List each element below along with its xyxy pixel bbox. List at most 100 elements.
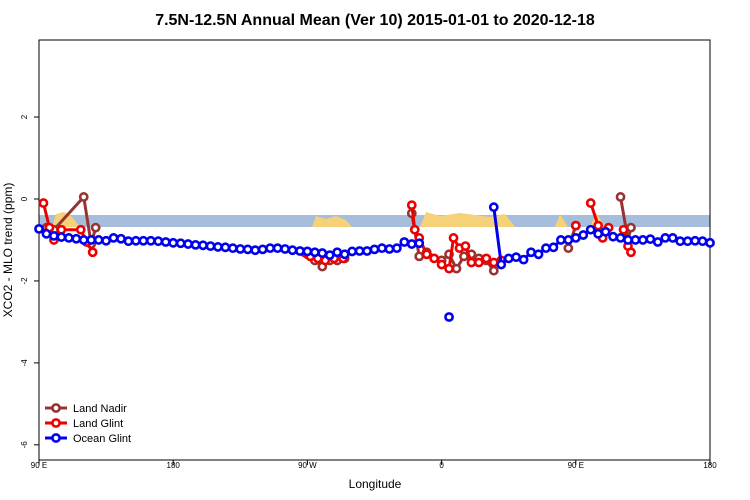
point [406, 239, 417, 249]
point [220, 242, 231, 253]
point [56, 232, 67, 242]
point [168, 237, 179, 248]
point [78, 235, 89, 245]
legend-label: Land Glint [73, 418, 123, 430]
point [49, 230, 59, 241]
point [585, 198, 596, 208]
point [406, 200, 417, 211]
point [71, 233, 82, 244]
point [626, 222, 636, 233]
point [533, 249, 544, 260]
point [384, 244, 395, 254]
point [108, 233, 119, 243]
point [660, 233, 671, 243]
point [324, 250, 335, 261]
x-tick-label: 90 E [31, 461, 47, 470]
point [488, 265, 499, 276]
point [272, 243, 283, 254]
y-tick-label: -4 [20, 359, 29, 367]
point [593, 220, 604, 231]
point [488, 257, 499, 268]
point [414, 238, 425, 249]
point [153, 236, 164, 247]
point [87, 247, 98, 258]
ocean-band [39, 215, 710, 227]
point [309, 247, 320, 258]
point [138, 235, 149, 246]
point [414, 251, 425, 262]
point [86, 235, 97, 245]
legend-marker [51, 403, 61, 413]
point [38, 198, 49, 208]
point [101, 235, 111, 246]
point [585, 224, 596, 235]
point [548, 242, 559, 253]
point [242, 244, 253, 255]
point [541, 243, 551, 254]
y-tick-label: -6 [20, 441, 29, 449]
point [198, 240, 208, 251]
point [399, 237, 410, 247]
point [362, 246, 372, 256]
point [563, 235, 574, 245]
y-tick-label: 2 [20, 114, 29, 119]
point [600, 226, 611, 237]
point [34, 223, 44, 234]
point [481, 253, 492, 264]
point [265, 243, 276, 254]
point [257, 244, 268, 255]
point [339, 249, 350, 260]
point [466, 257, 477, 268]
y-tick-label: 0 [20, 196, 29, 201]
point [429, 253, 440, 264]
point [354, 246, 365, 256]
point [377, 243, 387, 254]
point [578, 230, 589, 240]
land-fill [52, 212, 606, 227]
point [213, 242, 223, 252]
point [332, 247, 343, 258]
point [436, 259, 447, 270]
point [116, 233, 126, 244]
point [280, 244, 290, 254]
legend-marker [51, 433, 61, 443]
surface-band [39, 212, 710, 227]
point [78, 192, 89, 202]
y-axis-label: XCO2 - MLO trend (ppm) [1, 183, 15, 318]
point [123, 236, 134, 247]
x-tick-label: 0 [439, 461, 444, 470]
x-tick-label: 180 [703, 461, 717, 470]
point [460, 241, 471, 252]
point [444, 312, 454, 322]
point [63, 233, 74, 243]
point [563, 243, 574, 254]
point [555, 235, 566, 245]
point [448, 233, 459, 243]
legend-label: Land Nadir [73, 403, 127, 415]
point [145, 235, 156, 246]
point [302, 246, 313, 257]
point [183, 239, 194, 249]
point [618, 224, 629, 235]
x-tick-label: 90 E [568, 461, 584, 470]
point [75, 224, 86, 235]
y-tick-label: -2 [20, 277, 29, 285]
legend-marker [51, 418, 61, 428]
point [615, 192, 626, 202]
point [391, 243, 402, 254]
legend-label: Ocean Glint [73, 433, 131, 445]
point [93, 235, 104, 245]
point [175, 238, 186, 249]
point [473, 257, 484, 268]
point [295, 246, 305, 256]
point [459, 251, 469, 262]
point [317, 248, 328, 258]
point [593, 228, 604, 239]
point [667, 233, 678, 243]
point [675, 236, 686, 247]
point [131, 235, 141, 246]
point [409, 224, 420, 235]
point [496, 259, 507, 270]
point [205, 241, 216, 252]
